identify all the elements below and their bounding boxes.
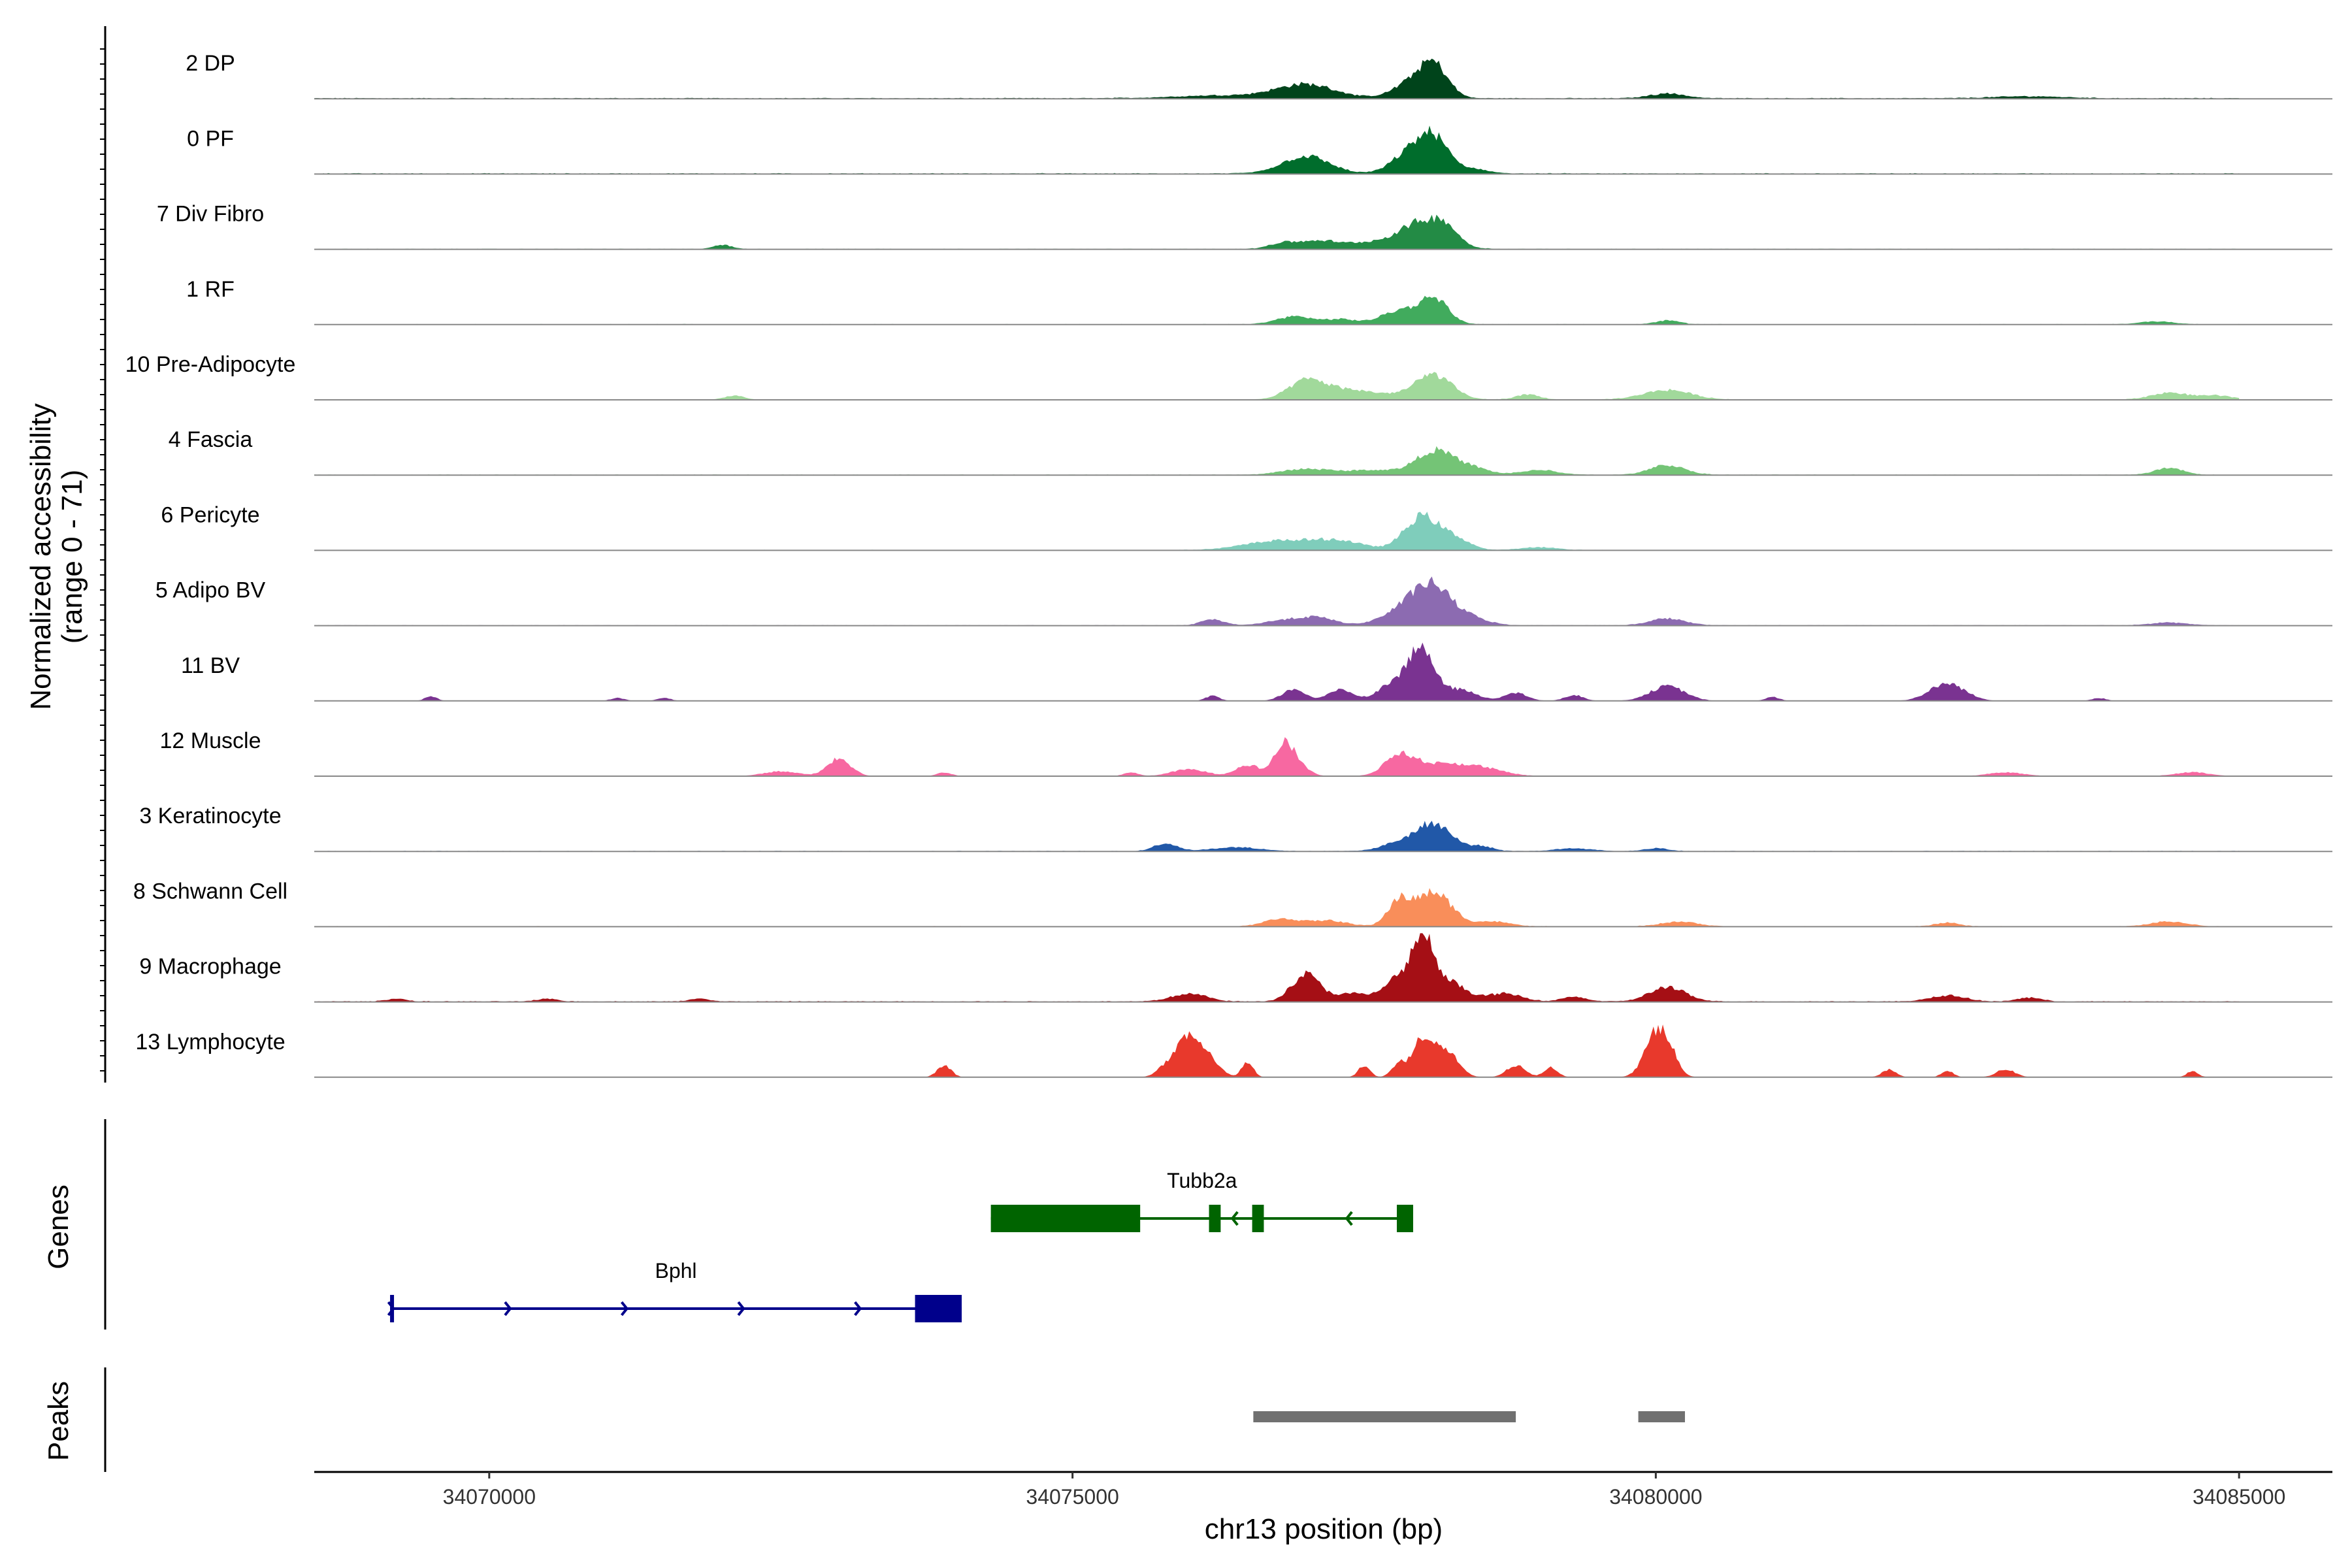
gene-label: Tubb2a xyxy=(1167,1169,1237,1192)
coverage-area xyxy=(314,295,2240,325)
coverage-track xyxy=(314,58,2332,100)
track-label: 5 Adipo BV xyxy=(155,578,266,603)
peak-regions xyxy=(1253,1411,1686,1422)
peak-region xyxy=(1638,1411,1686,1422)
gene-exon xyxy=(1396,1205,1413,1232)
coverage-area xyxy=(314,446,2240,476)
coverage-track xyxy=(314,446,2332,476)
coverage-track xyxy=(314,372,2332,400)
coverage-area xyxy=(314,576,2240,626)
x-tick-label: 34085000 xyxy=(2193,1485,2285,1509)
coverage-area xyxy=(314,821,2240,852)
coverage-tracks xyxy=(314,58,2332,1078)
strand-arrow xyxy=(1230,1211,1239,1226)
x-axis-ticks: 34070000 34075000 34080000 34085000 xyxy=(443,1472,2285,1509)
coverage-area xyxy=(314,642,2240,701)
strand-arrow xyxy=(854,1301,862,1316)
coverage-area xyxy=(314,737,2240,776)
coverage-track xyxy=(314,737,2332,777)
track-label: 8 Schwann Cell xyxy=(133,879,287,904)
x-tick-label: 34075000 xyxy=(1026,1485,1119,1509)
coverage-area xyxy=(314,58,2240,99)
peak-region xyxy=(1253,1411,1516,1422)
x-tick-label: 34080000 xyxy=(1609,1485,1702,1509)
gene-annotations: Tubb2a Bphl xyxy=(387,1169,1413,1322)
track-label: 6 Pericyte xyxy=(161,502,259,527)
gene-exon xyxy=(1209,1205,1221,1232)
coverage-area xyxy=(314,214,2240,250)
coverage-area xyxy=(314,1024,2240,1077)
coverage-axis-ticks xyxy=(100,48,105,1071)
track-label: 1 RF xyxy=(186,277,235,302)
peaks-axis-title: Peaks xyxy=(42,1381,74,1461)
strand-arrow xyxy=(1345,1211,1353,1226)
y-axis-title-line2: (range 0 - 71) xyxy=(56,470,88,644)
gene-label: Bphl xyxy=(655,1259,696,1282)
track-label: 4 Fascia xyxy=(169,427,253,452)
coverage-track xyxy=(314,821,2332,853)
genes-axis-title: Genes xyxy=(42,1184,74,1269)
coverage-area xyxy=(314,888,2240,927)
track-label: 9 Macrophage xyxy=(139,955,281,979)
track-label: 2 DP xyxy=(186,51,235,76)
gene-model: Bphl xyxy=(387,1259,962,1322)
strand-arrow xyxy=(620,1301,629,1316)
track-labels: 2 DP 0 PF 7 Div Fibro 1 RF 10 Pre-Adipocyte 4… xyxy=(125,51,296,1054)
gene-exon xyxy=(990,1205,1134,1232)
coverage-track xyxy=(314,512,2332,551)
coverage-track xyxy=(314,1024,2332,1078)
track-label: 12 Muscle xyxy=(160,728,261,753)
coverage-track xyxy=(314,642,2332,702)
track-label: 13 Lymphocyte xyxy=(135,1030,285,1054)
x-axis-title: chr13 position (bp) xyxy=(1205,1513,1443,1545)
coverage-track xyxy=(314,933,2332,1003)
gene-exon xyxy=(1252,1205,1264,1232)
gene-exon xyxy=(1128,1205,1141,1232)
strand-arrow xyxy=(737,1301,745,1316)
coverage-area xyxy=(314,933,2240,1002)
coverage-track xyxy=(314,214,2332,250)
coverage-track xyxy=(314,888,2332,928)
gene-model: Tubb2a xyxy=(990,1169,1413,1232)
gene-exon xyxy=(915,1295,962,1322)
track-label: 11 BV xyxy=(181,653,240,678)
coverage-track xyxy=(314,125,2332,175)
strand-arrow xyxy=(387,1301,395,1316)
track-label: 0 PF xyxy=(187,126,234,151)
coverage-track xyxy=(314,576,2332,627)
y-axis-title-line1: Normalized accessibility xyxy=(25,403,57,710)
x-tick-label: 34070000 xyxy=(443,1485,536,1509)
track-label: 7 Div Fibro xyxy=(157,202,264,227)
strand-arrow xyxy=(504,1301,512,1316)
track-label: 3 Keratinocyte xyxy=(139,804,281,828)
coverage-area xyxy=(314,372,2240,400)
track-label: 10 Pre-Adipocyte xyxy=(125,352,296,377)
coverage-area xyxy=(314,512,2240,551)
coverage-track xyxy=(314,295,2332,325)
coverage-area xyxy=(314,125,2240,174)
